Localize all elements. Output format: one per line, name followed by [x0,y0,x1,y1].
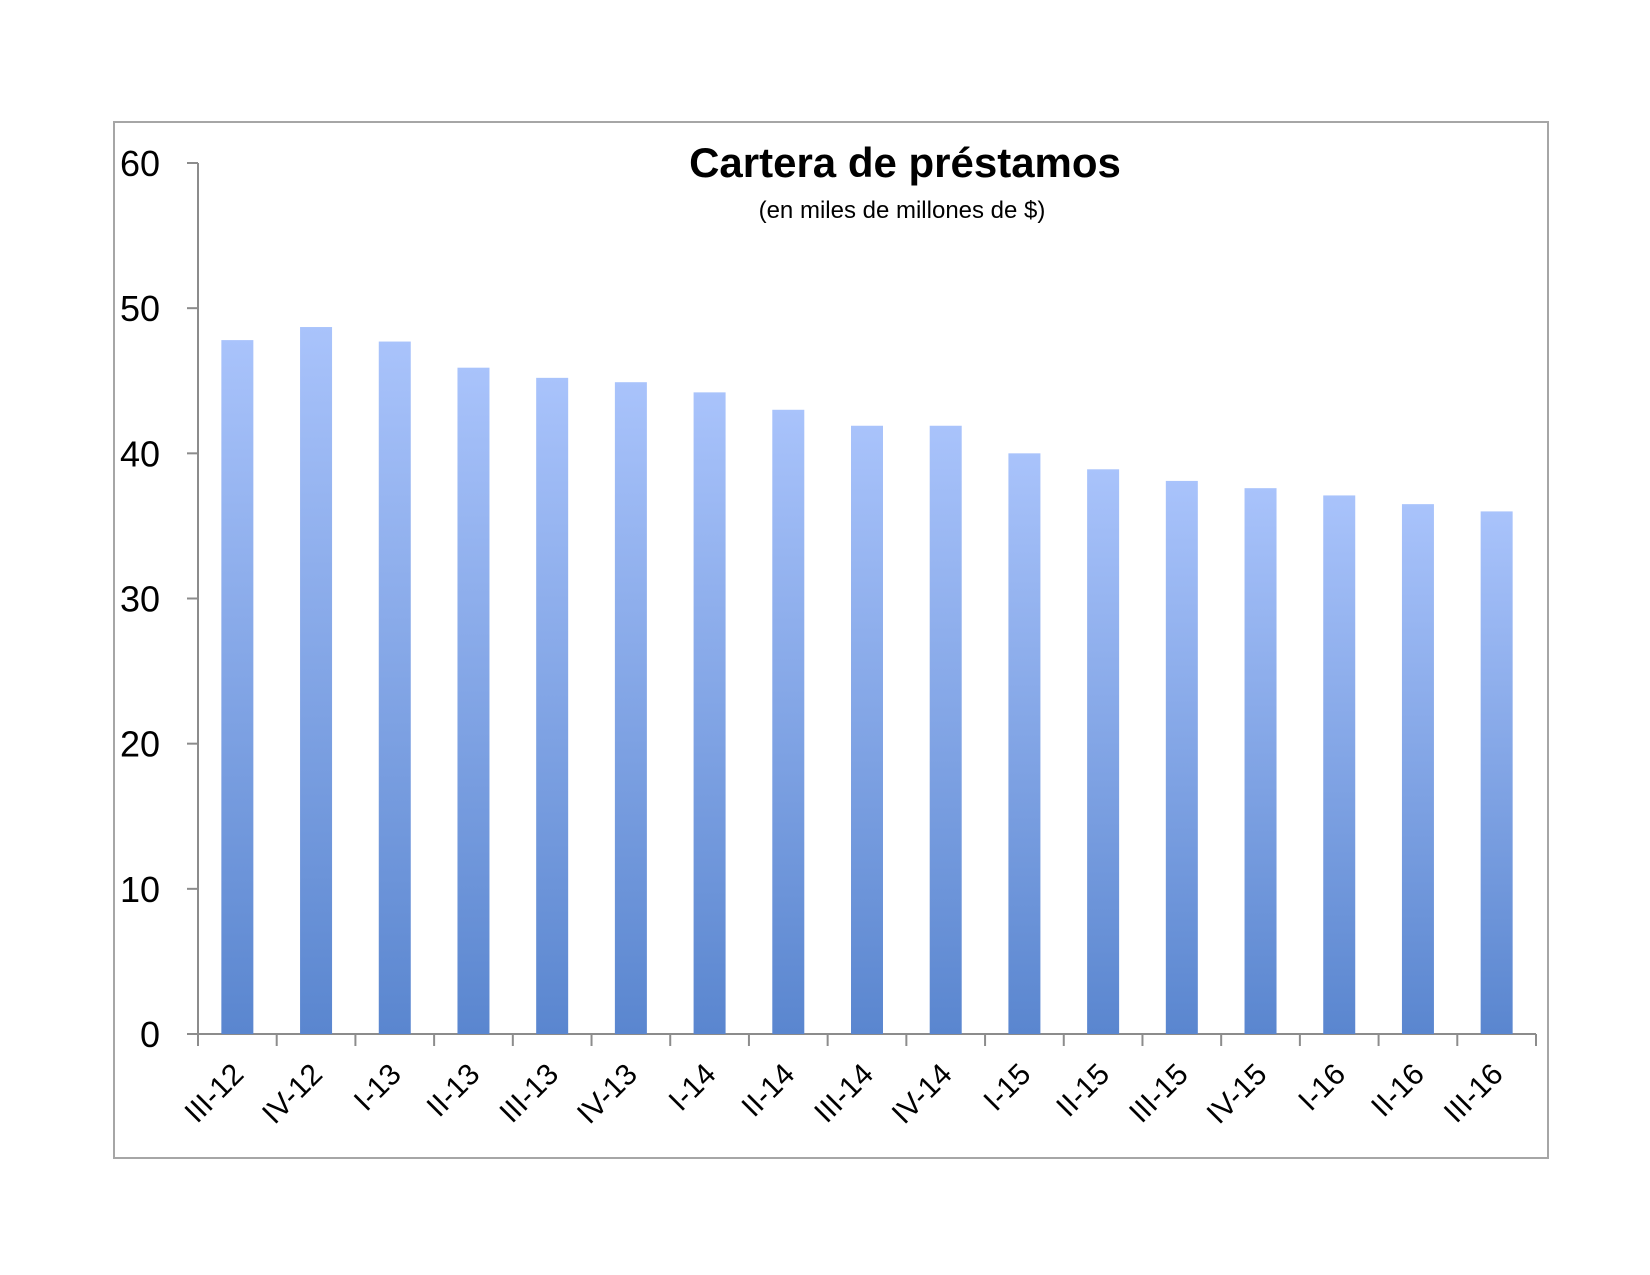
bar-i-15 [1008,453,1041,1034]
bar-iv-12 [300,327,333,1034]
chart-title: Cartera de préstamos [689,139,1121,186]
bar-iv-13 [614,382,647,1034]
y-tick-label: 10 [120,869,160,910]
y-tick-label: 50 [120,288,160,329]
x-tick-label: II-14 [735,1058,801,1124]
bar-ii-14 [772,409,805,1034]
x-tick-label: III-16 [1438,1058,1510,1130]
x-tick-label: I-15 [977,1058,1037,1118]
x-tick-label: IV-15 [1201,1058,1274,1131]
y-tick-labels: 0 10 20 30 40 50 60 [120,143,160,1055]
bars [221,327,1513,1035]
x-tick-label: III-15 [1123,1058,1195,1130]
bar-iv-14 [929,425,962,1034]
x-tick-label: III-14 [808,1058,880,1130]
y-tick-label: 30 [120,579,160,620]
bar-i-16 [1323,495,1356,1035]
bar-ii-13 [457,367,490,1034]
bar-i-13 [378,341,411,1034]
x-tick-label: IV-12 [256,1058,329,1131]
x-tick-label: I-13 [348,1058,408,1118]
bar-iii-12 [221,340,254,1034]
bar-ii-15 [1087,469,1120,1035]
x-tick-labels: III-12 IV-12 I-13 II-13 III-13 IV-13 I-14 II-14… [179,1058,1510,1131]
chart-subtitle: (en miles de millones de $) [759,197,1046,224]
x-tick-label: I-16 [1292,1058,1352,1118]
x-tick-label: IV-13 [571,1058,644,1131]
bar-iii-13 [536,377,569,1034]
bar-iv-15 [1244,488,1277,1034]
bar-i-14 [693,392,726,1034]
y-tick-label: 60 [120,143,160,184]
y-tick-label: 20 [120,724,160,765]
x-tick-label: I-14 [663,1058,723,1118]
x-tick-label: II-13 [421,1058,487,1124]
y-tick-label: 0 [140,1014,160,1055]
bar-iii-16 [1480,511,1513,1034]
bar-iii-14 [851,425,883,1034]
bar-iii-15 [1165,480,1198,1034]
bar-ii-16 [1401,504,1434,1034]
x-tick-label: IV-14 [886,1058,959,1131]
x-tick-label: II-15 [1050,1058,1116,1124]
x-tick-label: III-12 [179,1058,251,1130]
x-tick-label: III-13 [493,1058,565,1130]
x-tick-label: II-16 [1365,1058,1431,1124]
chart-frame [113,121,1549,1159]
y-tick-label: 40 [120,433,160,474]
